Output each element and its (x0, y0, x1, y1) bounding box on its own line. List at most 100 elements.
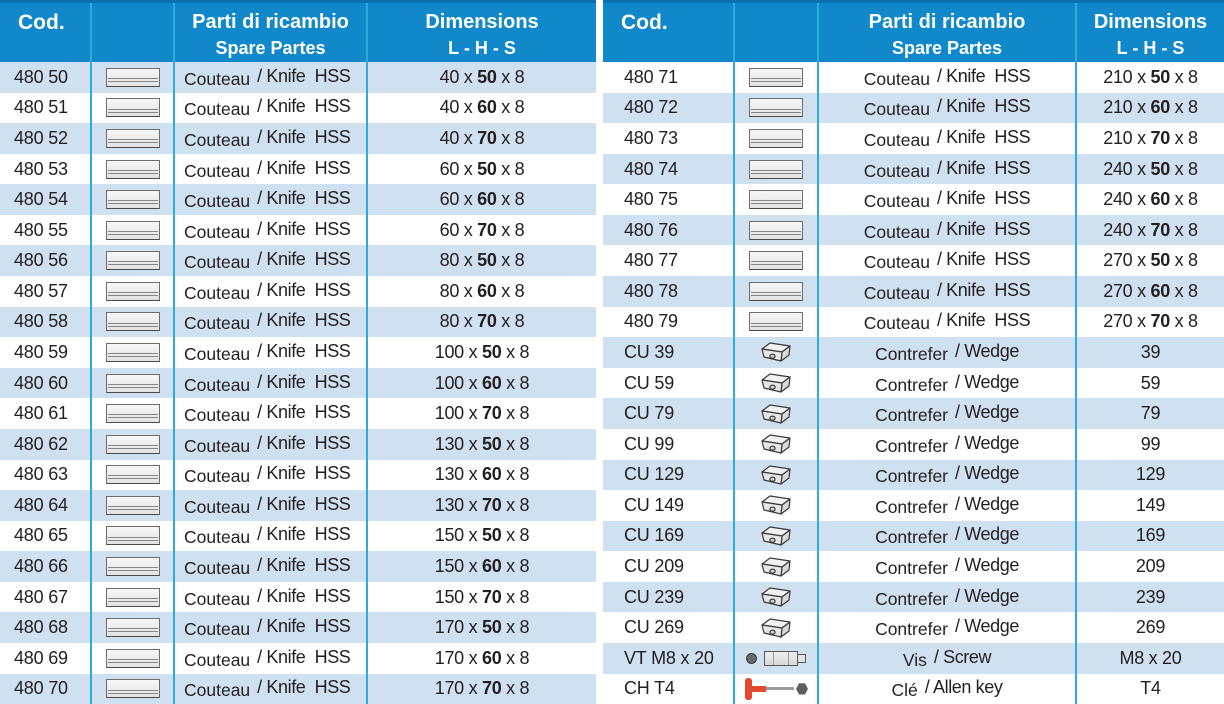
part-icon-cell (733, 459, 817, 491)
part-name-french: Clé (891, 680, 918, 701)
part-icon-cell (733, 276, 817, 307)
part-name-french: Couteau (184, 435, 251, 456)
dimension-height: 70 (481, 494, 502, 515)
wedge-icon (759, 431, 793, 457)
dimensions-cell: 150 x 60 x 8 (366, 551, 596, 582)
dimension-length: 130 x (434, 464, 482, 485)
dimension-length: 60 x (439, 158, 478, 179)
table-row: CU 129 Contrefer / Wedge 129 (603, 459, 1224, 491)
code-cell: 480 67 (14, 586, 68, 607)
knife-icon (105, 312, 160, 332)
table-row: CU 79 Contrefer / Wedge 79 (603, 398, 1224, 429)
dimensions-cell: 100 x 50 x 8 (366, 337, 596, 368)
knife-icon (105, 128, 160, 148)
part-name-french: Vis (902, 649, 927, 670)
code-cell: VT M8 x 20 (624, 647, 714, 668)
dimension-height: 60 (1150, 97, 1170, 118)
part-name-cell: Couteau / Knife HSS (173, 306, 366, 338)
part-name-french: Couteau (184, 649, 251, 670)
dimension-length: 269 (1135, 617, 1166, 638)
part-name-english: / Knife HSS (257, 126, 351, 147)
part-name-cell: Couteau / Knife HSS (817, 245, 1075, 277)
part-name-french: Couteau (184, 680, 251, 701)
dimension-height: 70 (477, 311, 497, 332)
part-name-french: Contrefer (875, 374, 949, 395)
dimension-length: 239 (1135, 586, 1166, 607)
part-name-cell: Couteau / Knife HSS (817, 214, 1075, 246)
part-name-cell: Couteau / Knife HSS (817, 62, 1075, 93)
dimensions-cell: 210 x 70 x 8 (1075, 123, 1224, 154)
dimension-height: 50 (481, 525, 502, 546)
part-name-cell: Couteau / Knife HSS (817, 92, 1075, 124)
dimensions-cell: 170 x 60 x 8 (366, 642, 596, 674)
table-row: 480 56 Couteau / Knife HSS 80 x 50 x 8 (0, 245, 596, 277)
header-dimensions-line1: Dimensions (1093, 11, 1208, 33)
allen-hex-bit (796, 683, 808, 695)
knife-icon (105, 557, 160, 577)
part-name-english: / Knife HSS (257, 340, 351, 361)
dimensions-cell: M8 x 20 (1075, 642, 1224, 674)
part-name-english: / Knife HSS (936, 188, 1031, 209)
dimension-thickness: x 8 (501, 525, 530, 546)
knife-icon (105, 587, 160, 607)
dimension-length: 40 x (439, 97, 478, 118)
code-cell: 480 50 (14, 66, 68, 87)
dimension-height: 60 (1150, 280, 1170, 301)
part-name-french: Couteau (184, 282, 251, 303)
dimension-length: 39 (1140, 341, 1161, 362)
dimension-height: 60 (481, 372, 502, 393)
part-name-french: Couteau (184, 343, 251, 364)
part-name-cell: Couteau / Knife HSS (173, 428, 366, 460)
code-cell: CU 239 (624, 586, 684, 607)
part-name-english: / Wedge (955, 585, 1019, 606)
dimension-length: 130 x (434, 433, 482, 454)
knife-icon (105, 434, 160, 454)
allen-handle (745, 677, 752, 700)
dimension-thickness: x 8 (501, 617, 530, 638)
dimension-length: 169 (1135, 525, 1166, 546)
dimension-height: 70 (477, 127, 497, 148)
part-name-cell: Couteau / Knife HSS (173, 490, 366, 521)
dimension-length: 240 x (1103, 158, 1151, 179)
dimension-length: 100 x (434, 403, 482, 424)
table-row: CH T4 Clé / Allen key T4 (603, 673, 1224, 704)
part-icon-cell (90, 673, 173, 704)
code-cell: 480 71 (624, 66, 678, 87)
dimensions-cell: 80 x 70 x 8 (366, 306, 596, 338)
part-name-cell: Couteau / Knife HSS (817, 123, 1075, 154)
part-name-english: / Wedge (955, 493, 1019, 514)
code-cell: 480 53 (14, 158, 68, 179)
dimension-length: 240 x (1103, 219, 1151, 240)
part-name-french: Couteau (863, 313, 930, 334)
part-icon-cell (733, 398, 817, 429)
dimension-length: 210 x (1103, 66, 1151, 87)
knife-icon (105, 465, 160, 485)
part-name-cell: Couteau / Knife HSS (173, 612, 366, 643)
dimensions-cell: 60 x 50 x 8 (366, 153, 596, 185)
part-icon-cell (733, 306, 817, 338)
part-name-french: Couteau (184, 313, 251, 334)
part-name-french: Couteau (184, 221, 251, 242)
part-name-english: / Knife HSS (257, 616, 351, 637)
dimension-thickness: x 8 (496, 189, 525, 210)
dimensions-cell: 40 x 70 x 8 (366, 123, 596, 154)
header-icon-spacer (90, 3, 173, 62)
dimensions-cell: 240 x 50 x 8 (1075, 153, 1224, 185)
code-cell: 480 78 (624, 280, 678, 301)
dimension-height: 70 (1150, 127, 1170, 148)
part-icon-cell (733, 184, 817, 215)
part-name-english: / Knife HSS (257, 677, 351, 698)
part-name-french: Couteau (184, 374, 251, 395)
dimension-thickness: x 8 (496, 311, 525, 332)
part-name-cell: Couteau / Knife HSS (173, 92, 366, 124)
dimensions-cell: T4 (1075, 673, 1224, 704)
table-row: 480 71 Couteau / Knife HSS 210 x 50 x 8 (603, 62, 1224, 93)
part-name-cell: Couteau / Knife HSS (173, 367, 366, 399)
part-name-french: Contrefer (875, 496, 949, 517)
table-row: CU 209 Contrefer / Wedge 209 (603, 551, 1224, 582)
dimensions-cell: 169 (1075, 520, 1224, 552)
dimensions-cell: 240 x 60 x 8 (1075, 184, 1224, 215)
dimensions-cell: 130 x 50 x 8 (366, 428, 596, 460)
knife-icon (105, 648, 160, 668)
code-cell: 480 64 (14, 494, 68, 515)
